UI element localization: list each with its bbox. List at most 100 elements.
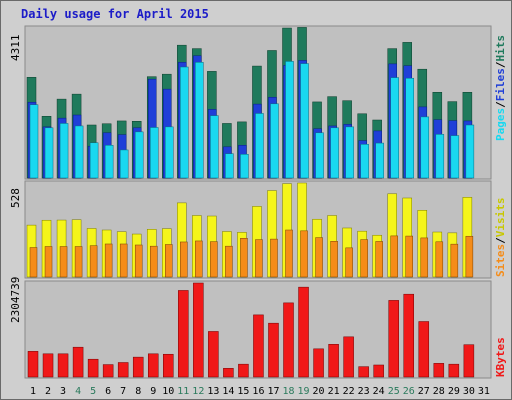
bar-pages-10 [165, 126, 174, 179]
bar-pages-4 [74, 125, 84, 179]
bar-pages-8 [134, 131, 144, 179]
bar-kbytes-4 [72, 346, 84, 378]
x-label-25: 25 [388, 386, 400, 397]
x-label-6: 6 [105, 386, 111, 397]
bar-sites-23 [360, 239, 368, 278]
bar-sites-29 [450, 243, 459, 278]
bar-kbytes-22 [343, 336, 354, 378]
x-label-9: 9 [150, 386, 156, 397]
bar-sites-4 [74, 246, 83, 278]
x-label-4: 4 [75, 386, 81, 397]
bar-kbytes-23 [358, 366, 369, 378]
bar-pages-9 [149, 127, 159, 179]
bar-kbytes-8 [132, 356, 144, 378]
bar-pages-20 [315, 132, 324, 179]
x-label-2: 2 [45, 386, 51, 397]
bar-pages-15 [240, 154, 249, 179]
x-axis-labels: 1 2 3 4 5 6 7 8 9 10 11 12 13 14 15 16 17 18 19 20 21 22 23 24 2… [30, 386, 490, 397]
x-label-8: 8 [135, 386, 141, 397]
bar-sites-6 [104, 243, 113, 278]
bar-kbytes-1 [27, 351, 39, 378]
bar-sites-3 [59, 246, 68, 278]
bar-pages-25 [390, 77, 399, 179]
bar-sites-15 [240, 238, 248, 278]
bar-kbytes-12 [193, 282, 204, 378]
bar-sites-22 [345, 247, 353, 278]
bar-kbytes-24 [373, 364, 384, 378]
bar-sites-27 [420, 237, 429, 278]
bar-kbytes-30 [463, 344, 475, 378]
legend-middle-text: Sites/Visits [494, 198, 507, 278]
legend-top-text: Pages/Files/Hits [494, 35, 507, 141]
bar-kbytes-6 [102, 364, 114, 378]
bar-kbytes-3 [57, 353, 69, 378]
bar-sites-2 [44, 246, 53, 278]
bar-kbytes-11 [178, 290, 189, 378]
x-label-15: 15 [237, 386, 249, 397]
bars-top [26, 27, 475, 179]
bar-kbytes-26 [403, 293, 414, 378]
legend-middle: Sites/Visits [494, 198, 507, 278]
x-label-28: 28 [433, 386, 445, 397]
bar-sites-10 [165, 244, 173, 278]
bar-sites-9 [149, 245, 158, 278]
bar-sites-1 [29, 247, 38, 278]
bar-kbytes-15 [238, 363, 249, 378]
bar-sites-20 [315, 237, 323, 278]
x-label-30: 30 [463, 386, 475, 397]
x-label-21: 21 [328, 386, 340, 397]
bar-kbytes-2 [42, 353, 54, 378]
bar-pages-1 [29, 104, 39, 179]
bar-kbytes-17 [268, 322, 279, 378]
x-label-19: 19 [298, 386, 310, 397]
bar-pages-13 [210, 115, 219, 179]
bar-pages-29 [450, 135, 460, 179]
x-label-26: 26 [403, 386, 415, 397]
bar-kbytes-29 [448, 363, 460, 378]
bar-kbytes-21 [328, 344, 339, 378]
x-label-16: 16 [252, 386, 264, 397]
bar-sites-26 [405, 235, 413, 278]
x-label-7: 7 [120, 386, 126, 397]
bar-kbytes-14 [223, 368, 234, 378]
bar-sites-13 [210, 241, 218, 278]
x-label-12: 12 [192, 386, 204, 397]
bar-kbytes-9 [147, 353, 159, 378]
legend-bottom: KBytes [494, 337, 507, 377]
bar-kbytes-20 [313, 348, 324, 378]
x-label-13: 13 [207, 386, 219, 397]
bar-sites-11 [180, 241, 188, 278]
legend-top: Pages/Files/Hits [494, 35, 507, 141]
bar-kbytes-16 [253, 314, 264, 378]
bar-sites-28 [435, 241, 444, 278]
bar-pages-6 [104, 145, 114, 179]
bar-kbytes-19 [298, 286, 309, 378]
bar-sites-8 [134, 244, 143, 278]
bar-pages-16 [255, 113, 264, 179]
bar-sites-24 [375, 241, 383, 278]
bar-pages-23 [360, 144, 369, 179]
bar-sites-30 [465, 235, 474, 278]
bar-kbytes-18 [283, 302, 294, 378]
x-label-23: 23 [358, 386, 370, 397]
bar-kbytes-27 [418, 321, 430, 378]
bar-sites-14 [225, 245, 233, 278]
x-label-27: 27 [418, 386, 430, 397]
bar-sites-17 [270, 238, 278, 278]
x-label-11: 11 [177, 386, 189, 397]
x-label-10: 10 [162, 386, 174, 397]
x-label-18: 18 [282, 386, 294, 397]
x-label-14: 14 [222, 386, 234, 397]
bar-kbytes-5 [87, 358, 99, 378]
legend-bottom-text: KBytes [494, 337, 507, 377]
bar-sites-19 [300, 230, 308, 278]
bar-pages-27 [420, 116, 430, 179]
bar-pages-22 [345, 126, 354, 179]
bar-pages-17 [270, 103, 279, 179]
bar-pages-2 [44, 127, 54, 179]
bar-pages-24 [375, 142, 384, 179]
bar-pages-11 [180, 66, 189, 179]
bar-sites-25 [390, 235, 398, 278]
